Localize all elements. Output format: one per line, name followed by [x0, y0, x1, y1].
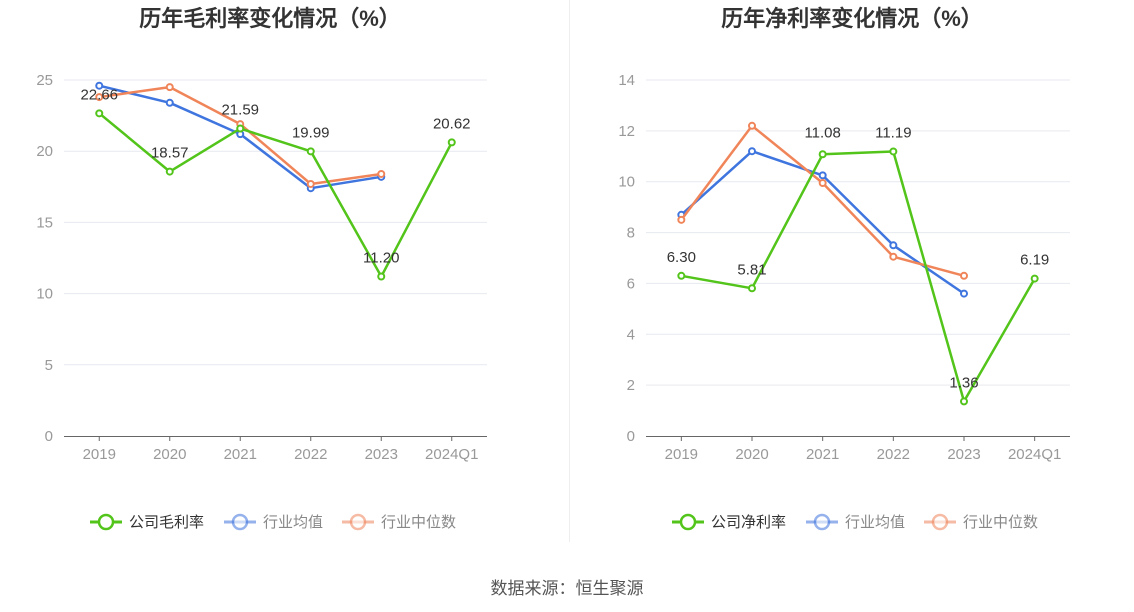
- legend-marker: [679, 513, 697, 531]
- y-tick-label: 0: [627, 428, 635, 445]
- x-tick-label: 2020: [735, 446, 768, 463]
- y-tick-label: 10: [36, 286, 53, 303]
- data-point-median: [165, 83, 174, 92]
- x-tick-label: 2023: [365, 446, 398, 463]
- legend-marker: [813, 513, 831, 531]
- data-point-company: [677, 271, 686, 280]
- data-point-median: [677, 215, 686, 224]
- data-source: 数据来源：恒生聚源: [490, 579, 644, 598]
- data-label: 22.66: [80, 86, 118, 103]
- data-point-company: [1030, 274, 1039, 283]
- data-point-company: [889, 147, 898, 156]
- data-point-median: [377, 169, 386, 178]
- data-point-median: [818, 178, 827, 187]
- y-tick-label: 5: [45, 357, 53, 374]
- y-tick-label: 6: [627, 275, 635, 292]
- y-tick-label: 15: [36, 214, 53, 231]
- legend-marker: [231, 513, 249, 531]
- x-tick-label: 2022: [294, 446, 327, 463]
- chart-net-margin: 历年净利率变化情况（%） 0 2 4 6 8 10 12 14 2019 2020 2021 2022 2…: [618, 6, 1070, 531]
- data-point-avg: [818, 171, 827, 180]
- panel-divider: [569, 0, 570, 542]
- legend-label: 行业中位数: [381, 514, 456, 531]
- data-point-avg: [165, 98, 174, 107]
- data-point-company: [960, 397, 968, 406]
- x-tick-label: 2019: [83, 446, 116, 463]
- legend-marker: [931, 513, 949, 531]
- legend-item-company: 公司毛利率: [90, 513, 204, 531]
- legend-label: 公司净利率: [711, 514, 786, 531]
- series-line-company: [98, 112, 453, 278]
- legend-label: 行业均值: [845, 514, 905, 531]
- data-label: 20.62: [433, 115, 471, 132]
- data-point-company: [818, 150, 827, 159]
- y-tick-label: 10: [618, 174, 635, 191]
- x-tick-label: 2021: [224, 446, 257, 463]
- data-label: 18.57: [151, 145, 189, 162]
- data-label: 6.19: [1020, 252, 1049, 269]
- chart-title: 历年净利率变化情况（%）: [721, 6, 983, 31]
- data-label: 11.20: [363, 250, 399, 267]
- data-label: 11.19: [875, 124, 911, 141]
- legend-item-avg: 行业均值: [806, 513, 905, 531]
- data-point-company: [447, 138, 456, 147]
- y-tick-label: 2: [627, 377, 635, 394]
- legend-label: 行业均值: [263, 514, 323, 531]
- legend-label: 公司毛利率: [129, 514, 204, 531]
- legend-item-median: 行业中位数: [924, 513, 1038, 531]
- y-tick-label: 25: [36, 72, 53, 89]
- data-label: 11.08: [804, 124, 840, 141]
- data-point-median: [306, 179, 315, 188]
- data-label: 19.99: [292, 124, 330, 141]
- chart-title: 历年毛利率变化情况（%）: [139, 6, 401, 31]
- data-point-median: [889, 252, 898, 261]
- y-tick-label: 0: [45, 428, 53, 445]
- data-point-company: [306, 147, 315, 156]
- x-tick-label: 2022: [877, 446, 910, 463]
- series-line-company: [681, 150, 1036, 403]
- y-tick-label: 20: [36, 143, 53, 160]
- x-tick-label: 2023: [947, 446, 980, 463]
- data-point-company: [165, 167, 174, 176]
- data-label: 6.30: [667, 249, 696, 266]
- data-point-median: [748, 121, 756, 130]
- data-point-avg: [889, 241, 898, 250]
- x-tick-label: 2020: [153, 446, 186, 463]
- legend-item-company: 公司净利率: [672, 513, 786, 531]
- legend-item-avg: 行业均值: [224, 513, 323, 531]
- data-point-company: [748, 284, 756, 293]
- x-tick-label: 2021: [806, 446, 839, 463]
- y-tick-label: 8: [627, 225, 635, 242]
- y-tick-label: 14: [618, 72, 635, 89]
- legend-marker: [349, 513, 367, 531]
- y-tick-label: 12: [618, 123, 635, 140]
- data-point-company: [377, 272, 386, 281]
- data-point-company: [236, 124, 245, 133]
- x-tick-label: 2024Q1: [425, 446, 478, 463]
- x-tick-label: 2024Q1: [1008, 446, 1061, 463]
- legend-item-median: 行业中位数: [342, 513, 456, 531]
- data-point-median: [960, 271, 968, 280]
- legend-label: 行业中位数: [963, 514, 1038, 531]
- y-tick-label: 4: [627, 326, 635, 343]
- data-point-company: [95, 109, 104, 118]
- legend-marker: [97, 513, 115, 531]
- data-label: 21.59: [221, 102, 259, 119]
- data-point-avg: [960, 289, 968, 298]
- data-label: 5.81: [737, 261, 766, 278]
- data-point-median: [95, 93, 104, 102]
- data-point-avg: [748, 147, 756, 156]
- data-point-avg: [95, 81, 104, 90]
- chart-gross-margin: 历年毛利率变化情况（%） 0 5 10 15 20 25 2019 2020 2021 2022 20…: [36, 6, 487, 531]
- data-label: 1.36: [949, 374, 978, 391]
- x-tick-label: 2019: [665, 446, 698, 463]
